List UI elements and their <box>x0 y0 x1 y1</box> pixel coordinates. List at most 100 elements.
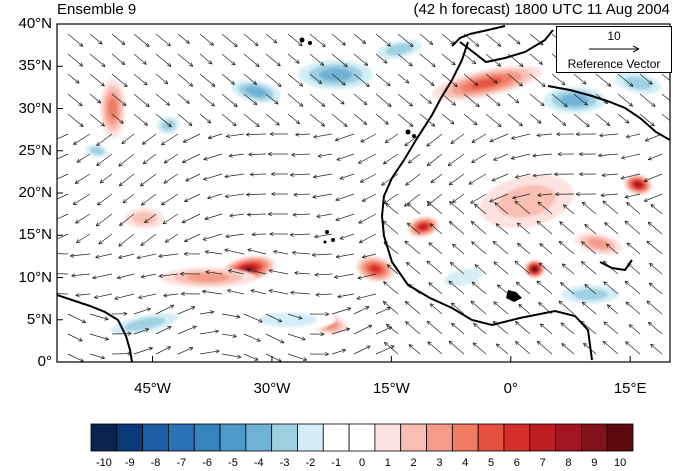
wind-vector-head <box>314 234 319 239</box>
wind-vector-head <box>561 121 567 126</box>
wind-vector <box>309 33 326 48</box>
wind-vector <box>471 241 487 255</box>
wind-vector <box>334 273 355 278</box>
wind-vector <box>331 53 348 68</box>
colorbar-swatch <box>606 423 634 452</box>
wind-vector-head <box>493 301 498 306</box>
wind-vector-head <box>205 270 210 275</box>
wind-vector <box>89 353 105 359</box>
wind-vector <box>57 133 69 140</box>
wind-vector-head <box>382 160 388 165</box>
wind-vector <box>353 33 366 44</box>
wind-vector <box>595 73 612 87</box>
wind-vector <box>384 133 399 144</box>
wind-vector <box>111 93 127 106</box>
wind-vector-head <box>558 300 563 305</box>
wind-vector-head <box>277 318 283 323</box>
wind-vector-head <box>554 172 559 177</box>
wind-vector-head <box>140 201 146 206</box>
wind-vector <box>646 300 663 315</box>
wind-vector <box>248 153 267 155</box>
wind-vector-head <box>182 138 188 143</box>
wind-vector <box>602 200 619 215</box>
wind-vector-head <box>49 252 53 255</box>
wind-vector <box>140 233 157 246</box>
wind-vector-head <box>254 41 259 47</box>
wind-vector-head <box>585 123 590 128</box>
wind-vector-head <box>474 203 479 208</box>
wind-vector <box>573 93 588 106</box>
wind-vector-head <box>269 131 274 137</box>
wind-vector <box>163 153 179 164</box>
wind-vector-head <box>277 82 282 87</box>
wind-vector-head <box>207 135 213 140</box>
anomaly-blob <box>534 83 615 117</box>
wind-vector <box>67 333 83 342</box>
wind-vector-head <box>625 119 630 124</box>
wind-vector-head <box>114 296 119 301</box>
wind-vector <box>362 193 377 202</box>
wind-vector <box>661 93 670 102</box>
wind-vector-head <box>532 153 537 158</box>
wind-vector-head <box>122 101 127 107</box>
wind-vector <box>133 33 150 47</box>
wind-vector-head <box>404 142 409 147</box>
wind-vector <box>375 33 391 47</box>
colorbar-label: -6 <box>202 457 213 469</box>
wind-vector <box>624 193 641 198</box>
wind-vector-head <box>121 139 126 145</box>
wind-vector <box>643 173 663 182</box>
wind-vector <box>89 73 105 87</box>
wind-vector <box>512 193 531 199</box>
wind-vector <box>384 342 399 355</box>
wind-vector-head <box>537 193 542 198</box>
x-tick-label: 0° <box>503 380 518 397</box>
reference-vector-box: 10 Reference Vector <box>556 26 672 73</box>
wind-vector-head <box>363 61 369 66</box>
wind-vector-head <box>512 195 517 200</box>
wind-vector-head <box>430 179 435 184</box>
wind-vector-head <box>365 306 370 310</box>
reference-vector-magnitude: 10 <box>607 29 621 43</box>
wind-vector-head <box>163 179 168 184</box>
wind-vector-head <box>408 62 413 67</box>
y-tick-label: 40°N <box>18 15 52 32</box>
wind-vector <box>111 53 125 65</box>
wind-vector <box>229 213 245 217</box>
wind-vector-head <box>408 344 413 349</box>
wind-vector-head <box>386 82 391 87</box>
wind-vector-head <box>361 254 367 259</box>
wind-vector-head <box>584 283 589 289</box>
wind-vector-head <box>386 42 392 47</box>
wind-vector <box>225 233 245 237</box>
wind-vector-head <box>647 156 653 161</box>
wind-vector-head <box>104 336 109 341</box>
wind-vector <box>385 203 399 215</box>
wind-vector-head <box>158 273 163 278</box>
wind-vector <box>140 273 157 278</box>
wind-vector-head <box>313 174 318 179</box>
wind-vector-head <box>555 192 560 197</box>
wind-vector-head <box>140 241 145 246</box>
wind-vector <box>495 223 509 235</box>
y-tick-label: 0° <box>37 353 52 370</box>
wind-vector <box>603 321 619 335</box>
wind-vector <box>507 93 520 104</box>
wind-vector <box>57 233 69 240</box>
wind-vector-head <box>575 132 580 137</box>
wind-vector <box>648 282 663 295</box>
wind-vector-head <box>581 301 587 306</box>
wind-vector <box>245 133 267 136</box>
wind-vector <box>199 33 214 46</box>
wind-vector <box>650 343 663 355</box>
wind-vector <box>539 323 553 335</box>
wind-vector-head <box>558 240 564 246</box>
wind-vector-head <box>252 80 258 85</box>
wind-vector <box>177 306 196 315</box>
wind-vector <box>76 153 91 163</box>
wind-vector-head <box>519 62 524 67</box>
wind-vector <box>625 301 641 315</box>
wind-vector-head <box>493 79 498 84</box>
wind-vector <box>73 133 91 145</box>
wind-vector-head <box>604 222 609 227</box>
